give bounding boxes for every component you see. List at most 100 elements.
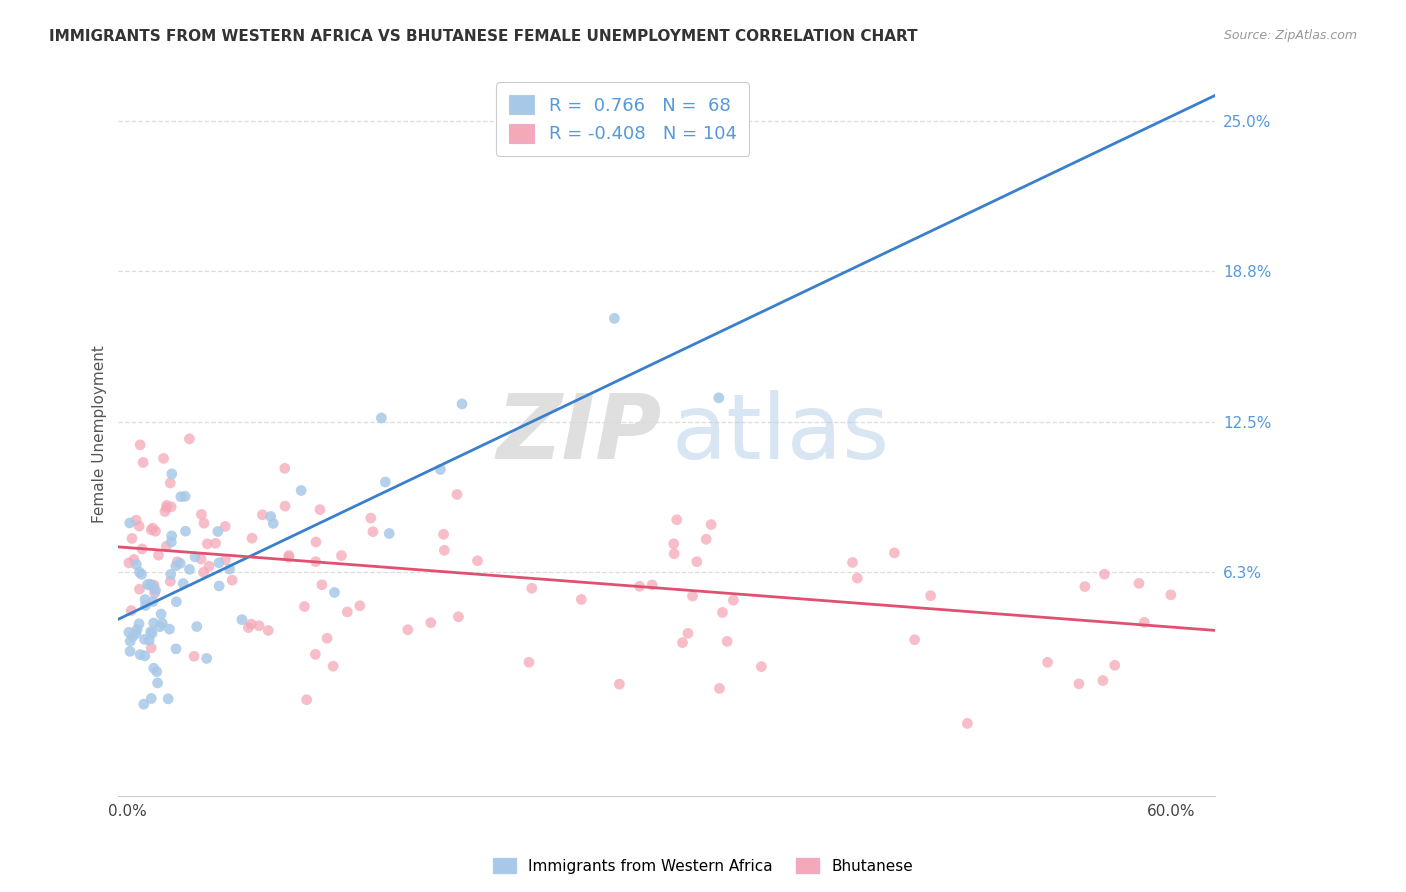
Point <box>240 531 263 545</box>
Point <box>118 556 141 570</box>
Point <box>1128 576 1150 591</box>
Point <box>155 539 177 553</box>
Point <box>569 592 592 607</box>
Point <box>682 589 704 603</box>
Point <box>374 475 396 489</box>
Point <box>247 619 270 633</box>
Point <box>118 625 141 640</box>
Point <box>166 555 188 569</box>
Point <box>723 593 745 607</box>
Point <box>311 578 333 592</box>
Point <box>1160 588 1182 602</box>
Point <box>240 617 263 632</box>
Point <box>134 632 156 647</box>
Point <box>129 648 152 662</box>
Point <box>143 578 166 592</box>
Point <box>159 567 181 582</box>
Point <box>309 502 332 516</box>
Point <box>841 556 863 570</box>
Point <box>190 552 212 566</box>
Point <box>207 524 229 539</box>
Point <box>193 516 215 531</box>
Point <box>641 578 664 592</box>
Point <box>221 573 243 587</box>
Point <box>131 567 153 582</box>
Point <box>1133 615 1156 630</box>
Point <box>707 391 730 405</box>
Point <box>127 623 149 637</box>
Point <box>1067 677 1090 691</box>
Point <box>186 619 208 633</box>
Point <box>195 537 218 551</box>
Point <box>139 578 162 592</box>
Point <box>193 566 215 580</box>
Point <box>920 589 942 603</box>
Point <box>128 565 150 579</box>
Point <box>277 550 299 565</box>
Point <box>662 537 685 551</box>
Point <box>172 576 194 591</box>
Text: ZIP: ZIP <box>496 391 661 478</box>
Point <box>214 519 236 533</box>
Point <box>349 599 371 613</box>
Point <box>336 605 359 619</box>
Point <box>121 630 143 644</box>
Point <box>208 556 231 570</box>
Point <box>676 626 699 640</box>
Point <box>290 483 312 498</box>
Point <box>142 594 165 608</box>
Point <box>883 546 905 560</box>
Point <box>305 535 328 549</box>
Point <box>160 467 183 481</box>
Point <box>165 558 187 573</box>
Point <box>183 649 205 664</box>
Point <box>141 640 163 655</box>
Point <box>190 508 212 522</box>
Point <box>142 581 165 595</box>
Point <box>274 499 297 513</box>
Point <box>378 526 401 541</box>
Point <box>208 579 231 593</box>
Point <box>1074 580 1097 594</box>
Point <box>120 634 142 648</box>
Point <box>520 581 543 595</box>
Point <box>156 499 179 513</box>
Point <box>295 692 318 706</box>
Point <box>1036 656 1059 670</box>
Point <box>662 547 685 561</box>
Point <box>129 438 152 452</box>
Point <box>157 691 180 706</box>
Point <box>231 613 253 627</box>
Point <box>846 571 869 585</box>
Point <box>145 524 167 539</box>
Point <box>159 622 181 636</box>
Point <box>143 586 166 600</box>
Point <box>396 623 419 637</box>
Point <box>628 579 651 593</box>
Point <box>360 511 382 525</box>
Point <box>432 527 454 541</box>
Point <box>1104 658 1126 673</box>
Point <box>749 659 772 673</box>
Point <box>446 487 468 501</box>
Point <box>132 455 155 469</box>
Point <box>956 716 979 731</box>
Point <box>204 536 226 550</box>
Point <box>260 509 283 524</box>
Point <box>323 585 346 599</box>
Point <box>322 659 344 673</box>
Point <box>304 648 326 662</box>
Point <box>277 549 299 563</box>
Point <box>148 548 170 562</box>
Point <box>609 677 631 691</box>
Point <box>170 490 193 504</box>
Point <box>142 615 165 630</box>
Point <box>179 432 201 446</box>
Point <box>132 697 155 711</box>
Point <box>118 644 141 658</box>
Point <box>139 624 162 639</box>
Point <box>700 517 723 532</box>
Point <box>174 524 197 538</box>
Point <box>262 516 284 531</box>
Point <box>160 535 183 549</box>
